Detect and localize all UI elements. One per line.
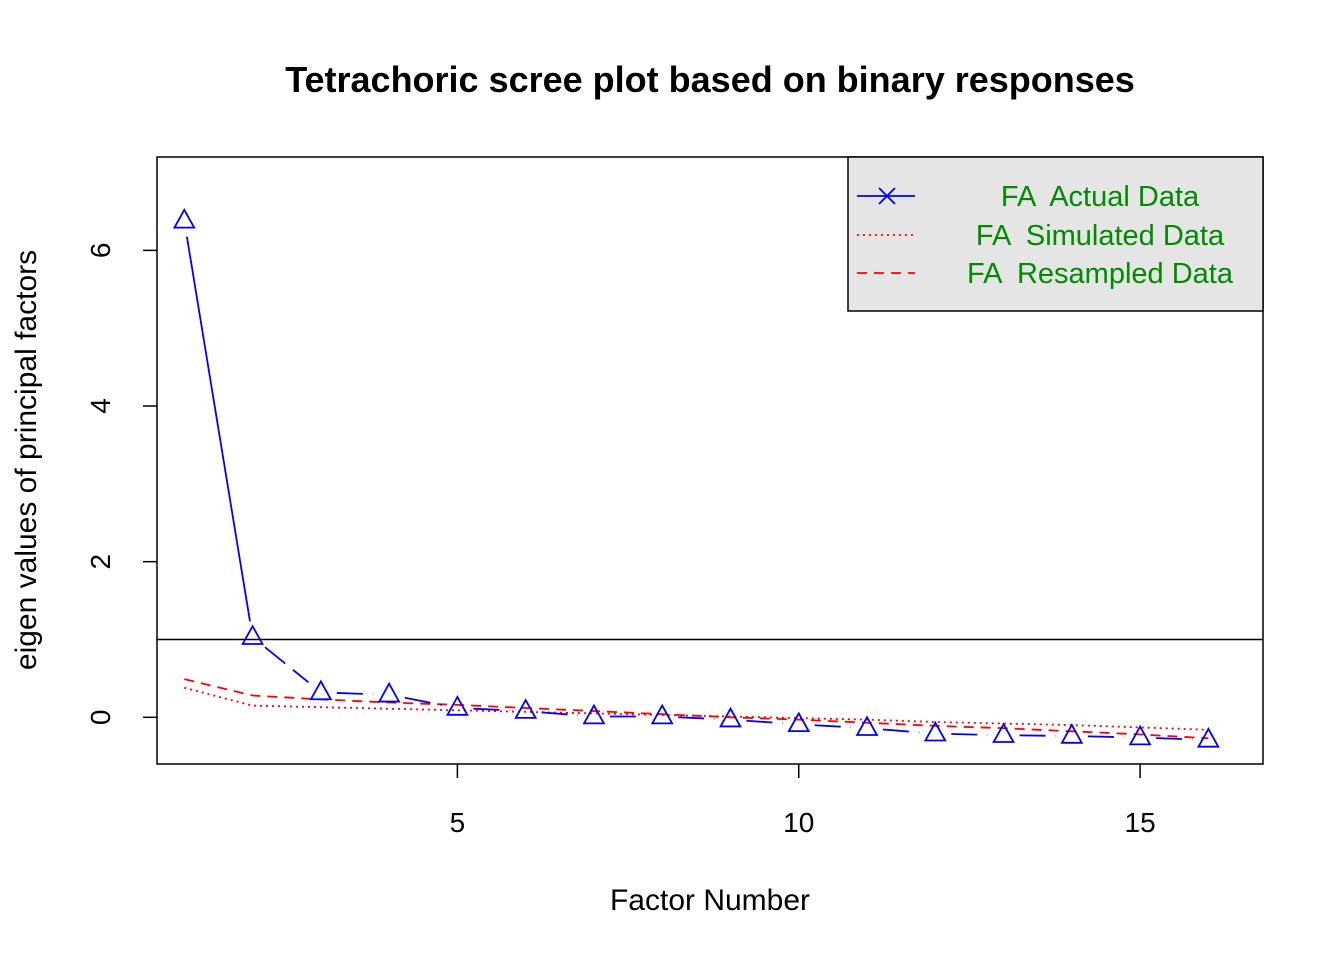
plot-area: 5 10 15 0 2 4 6 xyxy=(85,156,1264,838)
legend-label: FA Simulated Data xyxy=(976,220,1225,252)
actual-data-point xyxy=(923,720,947,742)
legend-box xyxy=(847,156,1264,312)
resampled-data-line xyxy=(184,678,1209,740)
actual-data-segment xyxy=(186,236,251,622)
legend-label: FA Resampled Data xyxy=(967,258,1234,290)
actual-data-segment xyxy=(1156,737,1193,741)
actual-data-segment xyxy=(336,692,374,696)
simulated-data-line xyxy=(184,686,1209,731)
actual-data-point xyxy=(514,698,538,719)
y-tick-label: 4 xyxy=(85,398,116,414)
x-tick-label: 15 xyxy=(1125,807,1156,838)
actual-data-segment xyxy=(404,696,442,706)
actual-data-point xyxy=(172,207,196,229)
actual-data-point xyxy=(787,711,811,733)
x-tick-label: 10 xyxy=(783,807,814,838)
legend-x-marker xyxy=(878,187,896,205)
actual-data-point xyxy=(309,679,333,701)
actual-data-point xyxy=(1196,727,1220,748)
actual-data-segment xyxy=(264,646,309,684)
x-tick-label: 5 xyxy=(450,807,466,838)
y-axis-label: eigen values of principal factors xyxy=(10,250,43,670)
y-tick-label: 0 xyxy=(85,710,116,726)
x-axis-label: Factor Number xyxy=(610,884,810,917)
y-tick-label: 6 xyxy=(85,243,116,259)
actual-data-point xyxy=(1060,723,1084,744)
actual-data-segment xyxy=(473,707,510,712)
actual-data-point xyxy=(719,706,742,728)
actual-data-segment xyxy=(814,724,852,729)
actual-data-segment xyxy=(951,733,988,736)
legend: FA Actual Data FA Simulated Data FA Resamp… xyxy=(847,156,1264,312)
actual-data-segment xyxy=(746,719,783,725)
actual-data-point xyxy=(1128,724,1152,746)
actual-data-segment xyxy=(882,728,920,734)
actual-data-point xyxy=(650,703,674,725)
actual-data-point xyxy=(241,624,265,645)
actual-data-segment xyxy=(1087,735,1125,739)
actual-data-point xyxy=(992,722,1015,743)
actual-data-segment xyxy=(541,711,579,717)
actual-data-point xyxy=(445,695,469,716)
y-tick-label: 2 xyxy=(85,554,116,570)
chart-title: Tetrachoric scree plot based on binary r… xyxy=(285,59,1135,100)
actual-data-segment xyxy=(678,716,715,720)
actual-data-point xyxy=(582,703,606,725)
actual-data-point xyxy=(855,715,879,736)
plot-frame xyxy=(156,156,1264,765)
legend-label: FA Actual Data xyxy=(1001,181,1200,213)
actual-data-point xyxy=(377,681,401,703)
